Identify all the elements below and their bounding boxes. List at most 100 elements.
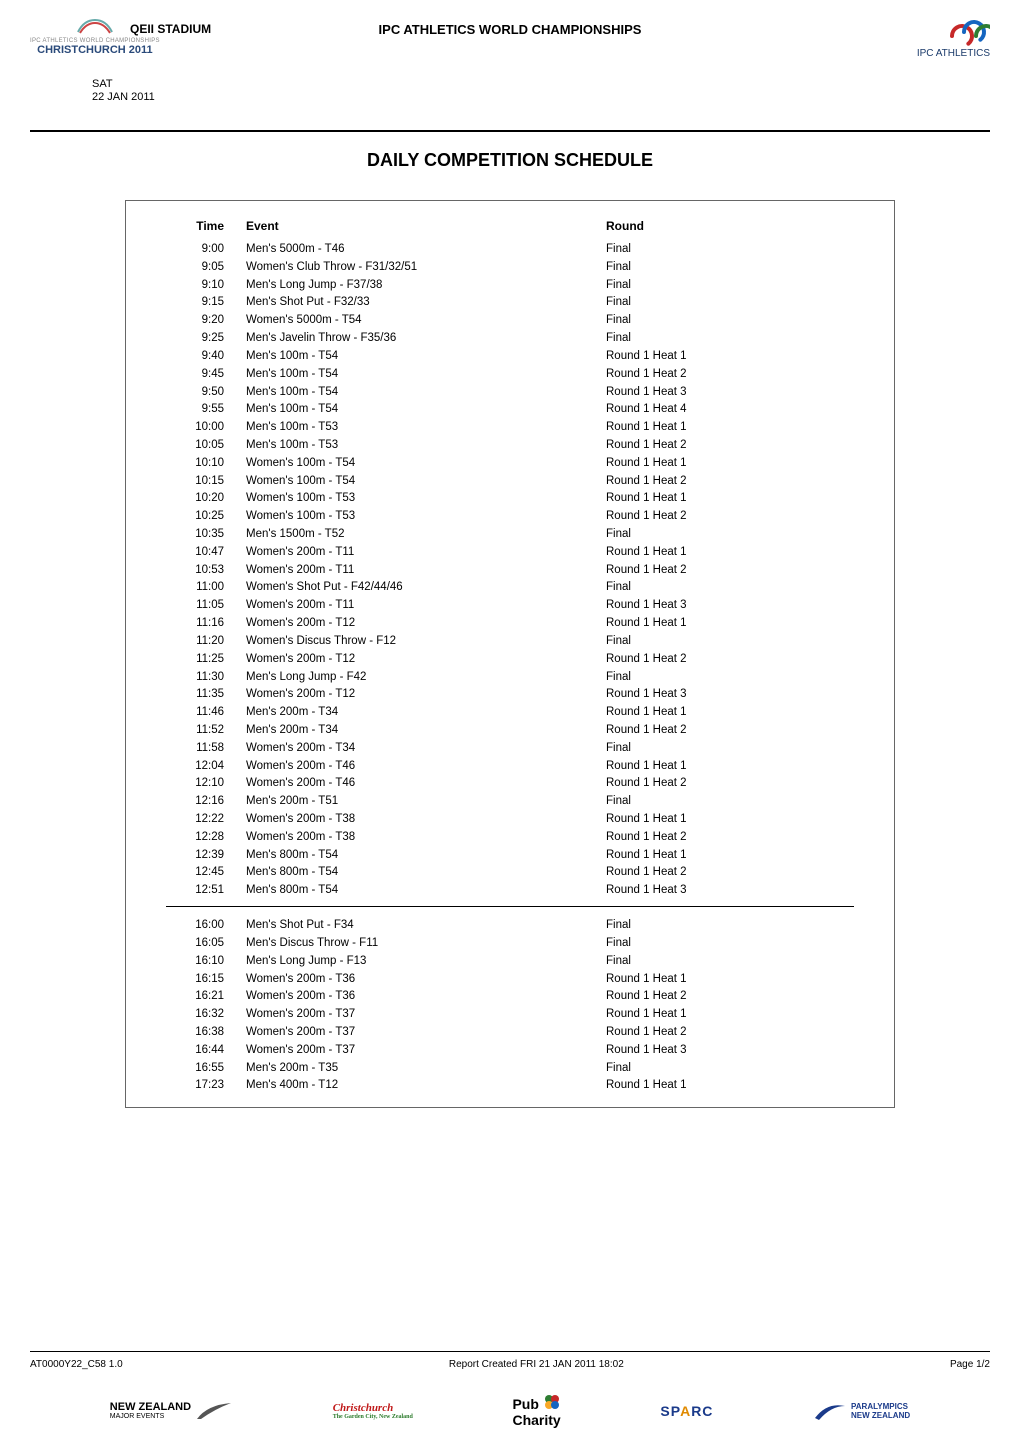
cell-round: Final — [606, 294, 894, 312]
cell-round: Round 1 Heat 4 — [606, 401, 894, 419]
cell-round: Final — [606, 793, 894, 811]
report-created: Report Created FRI 21 JAN 2011 18:02 — [449, 1359, 624, 1370]
cell-event: Men's 200m - T35 — [246, 1060, 606, 1078]
cell-round: Round 1 Heat 1 — [606, 455, 894, 473]
schedule-row: 10:47Women's 200m - T11Round 1 Heat 1 — [126, 544, 894, 562]
sponsor-paralympics-nz: PARALYMPICS NEW ZEALAND — [813, 1400, 910, 1422]
cell-time: 11:30 — [126, 669, 246, 687]
cell-round: Round 1 Heat 2 — [606, 775, 894, 793]
sponsor-para-line1: PARALYMPICS — [851, 1402, 908, 1411]
cell-time: 11:58 — [126, 740, 246, 758]
cell-time: 9:55 — [126, 401, 246, 419]
schedule-header-row: Time Event Round — [126, 219, 894, 241]
cell-round: Final — [606, 330, 894, 348]
cell-round: Round 1 Heat 2 — [606, 437, 894, 455]
cell-round: Round 1 Heat 2 — [606, 864, 894, 882]
cell-event: Women's 100m - T54 — [246, 473, 606, 491]
schedule-row: 12:10Women's 200m - T46Round 1 Heat 2 — [126, 775, 894, 793]
schedule-row: 9:25Men's Javelin Throw - F35/36Final — [126, 330, 894, 348]
sponsor-nz-sub: MAJOR EVENTS — [110, 1413, 191, 1420]
cell-event: Men's 100m - T54 — [246, 348, 606, 366]
schedule-row: 12:22Women's 200m - T38Round 1 Heat 1 — [126, 811, 894, 829]
schedule-row: 11:58Women's 200m - T34Final — [126, 740, 894, 758]
cell-time: 9:40 — [126, 348, 246, 366]
schedule-row: 16:10Men's Long Jump - F13Final — [126, 953, 894, 971]
schedule-row: 16:55Men's 200m - T35Final — [126, 1060, 894, 1078]
cell-time: 12:51 — [126, 882, 246, 900]
schedule-row: 10:35Men's 1500m - T52Final — [126, 526, 894, 544]
schedule-box: Time Event Round 9:00Men's 5000m - T46Fi… — [125, 200, 895, 1108]
cell-round: Round 1 Heat 3 — [606, 686, 894, 704]
cell-time: 11:52 — [126, 722, 246, 740]
schedule-body: 9:00Men's 5000m - T46Final9:05Women's Cl… — [126, 241, 894, 1095]
col-header-time: Time — [126, 219, 246, 233]
cell-time: 12:16 — [126, 793, 246, 811]
cell-time: 12:28 — [126, 829, 246, 847]
schedule-row: 9:10Men's Long Jump - F37/38Final — [126, 277, 894, 295]
cell-event: Men's 100m - T53 — [246, 437, 606, 455]
cell-event: Women's 200m - T36 — [246, 988, 606, 1006]
cell-round: Round 1 Heat 2 — [606, 651, 894, 669]
cell-event: Women's 100m - T53 — [246, 508, 606, 526]
date-block: SAT 22 JAN 2011 — [92, 78, 155, 104]
cell-round: Final — [606, 917, 894, 935]
cell-round: Final — [606, 277, 894, 295]
schedule-row: 16:38Women's 200m - T37Round 1 Heat 2 — [126, 1024, 894, 1042]
cell-event: Men's 200m - T34 — [246, 704, 606, 722]
schedule-row: 10:53Women's 200m - T11Round 1 Heat 2 — [126, 562, 894, 580]
cell-event: Men's 800m - T54 — [246, 847, 606, 865]
cell-event: Men's 100m - T54 — [246, 384, 606, 402]
cell-time: 11:35 — [126, 686, 246, 704]
cell-event: Men's 400m - T12 — [246, 1077, 606, 1095]
cell-round: Final — [606, 633, 894, 651]
cell-event: Men's 200m - T51 — [246, 793, 606, 811]
swoosh-icon — [813, 1400, 847, 1422]
cell-event: Women's 200m - T36 — [246, 971, 606, 989]
cell-event: Men's Discus Throw - F11 — [246, 935, 606, 953]
cell-event: Women's 200m - T11 — [246, 597, 606, 615]
fern-icon — [195, 1401, 233, 1421]
cell-event: Women's 200m - T11 — [246, 544, 606, 562]
cell-time: 16:15 — [126, 971, 246, 989]
page-number: Page 1/2 — [950, 1359, 990, 1370]
schedule-row: 16:44Women's 200m - T37Round 1 Heat 3 — [126, 1042, 894, 1060]
cell-time: 12:22 — [126, 811, 246, 829]
cell-round: Final — [606, 259, 894, 277]
cell-time: 10:00 — [126, 419, 246, 437]
cell-time: 10:35 — [126, 526, 246, 544]
cell-event: Men's Long Jump - F13 — [246, 953, 606, 971]
cell-round: Final — [606, 526, 894, 544]
cell-time: 16:10 — [126, 953, 246, 971]
cell-round: Round 1 Heat 1 — [606, 419, 894, 437]
cell-round: Round 1 Heat 1 — [606, 544, 894, 562]
cell-time: 11:16 — [126, 615, 246, 633]
sponsor-nz-main: NEW ZEALAND — [110, 1401, 191, 1413]
sponsor-christchurch: Christchurch The Garden City, New Zealan… — [333, 1402, 413, 1420]
cell-round: Round 1 Heat 2 — [606, 508, 894, 526]
cell-round: Final — [606, 579, 894, 597]
cell-event: Men's 800m - T54 — [246, 882, 606, 900]
sponsor-pub-charity: Pub Charity — [512, 1393, 560, 1428]
cell-round: Round 1 Heat 1 — [606, 758, 894, 776]
col-header-round: Round — [606, 219, 894, 233]
cell-event: Women's 200m - T37 — [246, 1024, 606, 1042]
cell-round: Round 1 Heat 1 — [606, 704, 894, 722]
cell-time: 12:39 — [126, 847, 246, 865]
schedule-row: 10:05Men's 100m - T53Round 1 Heat 2 — [126, 437, 894, 455]
schedule-row: 11:46Men's 200m - T34Round 1 Heat 1 — [126, 704, 894, 722]
cell-event: Men's Javelin Throw - F35/36 — [246, 330, 606, 348]
schedule-row: 16:00Men's Shot Put - F34Final — [126, 917, 894, 935]
cell-round: Round 1 Heat 1 — [606, 971, 894, 989]
cell-round: Final — [606, 953, 894, 971]
cell-round: Round 1 Heat 2 — [606, 722, 894, 740]
cell-event: Women's 200m - T12 — [246, 686, 606, 704]
schedule-row: 9:45Men's 100m - T54Round 1 Heat 2 — [126, 366, 894, 384]
cell-event: Men's 100m - T53 — [246, 419, 606, 437]
cell-round: Round 1 Heat 3 — [606, 882, 894, 900]
cell-round: Final — [606, 935, 894, 953]
footer-text: AT0000Y22_C58 1.0 Report Created FRI 21 … — [30, 1359, 990, 1370]
cell-event: Women's 200m - T11 — [246, 562, 606, 580]
cell-time: 9:15 — [126, 294, 246, 312]
cell-time: 11:00 — [126, 579, 246, 597]
cell-event: Men's 100m - T54 — [246, 366, 606, 384]
